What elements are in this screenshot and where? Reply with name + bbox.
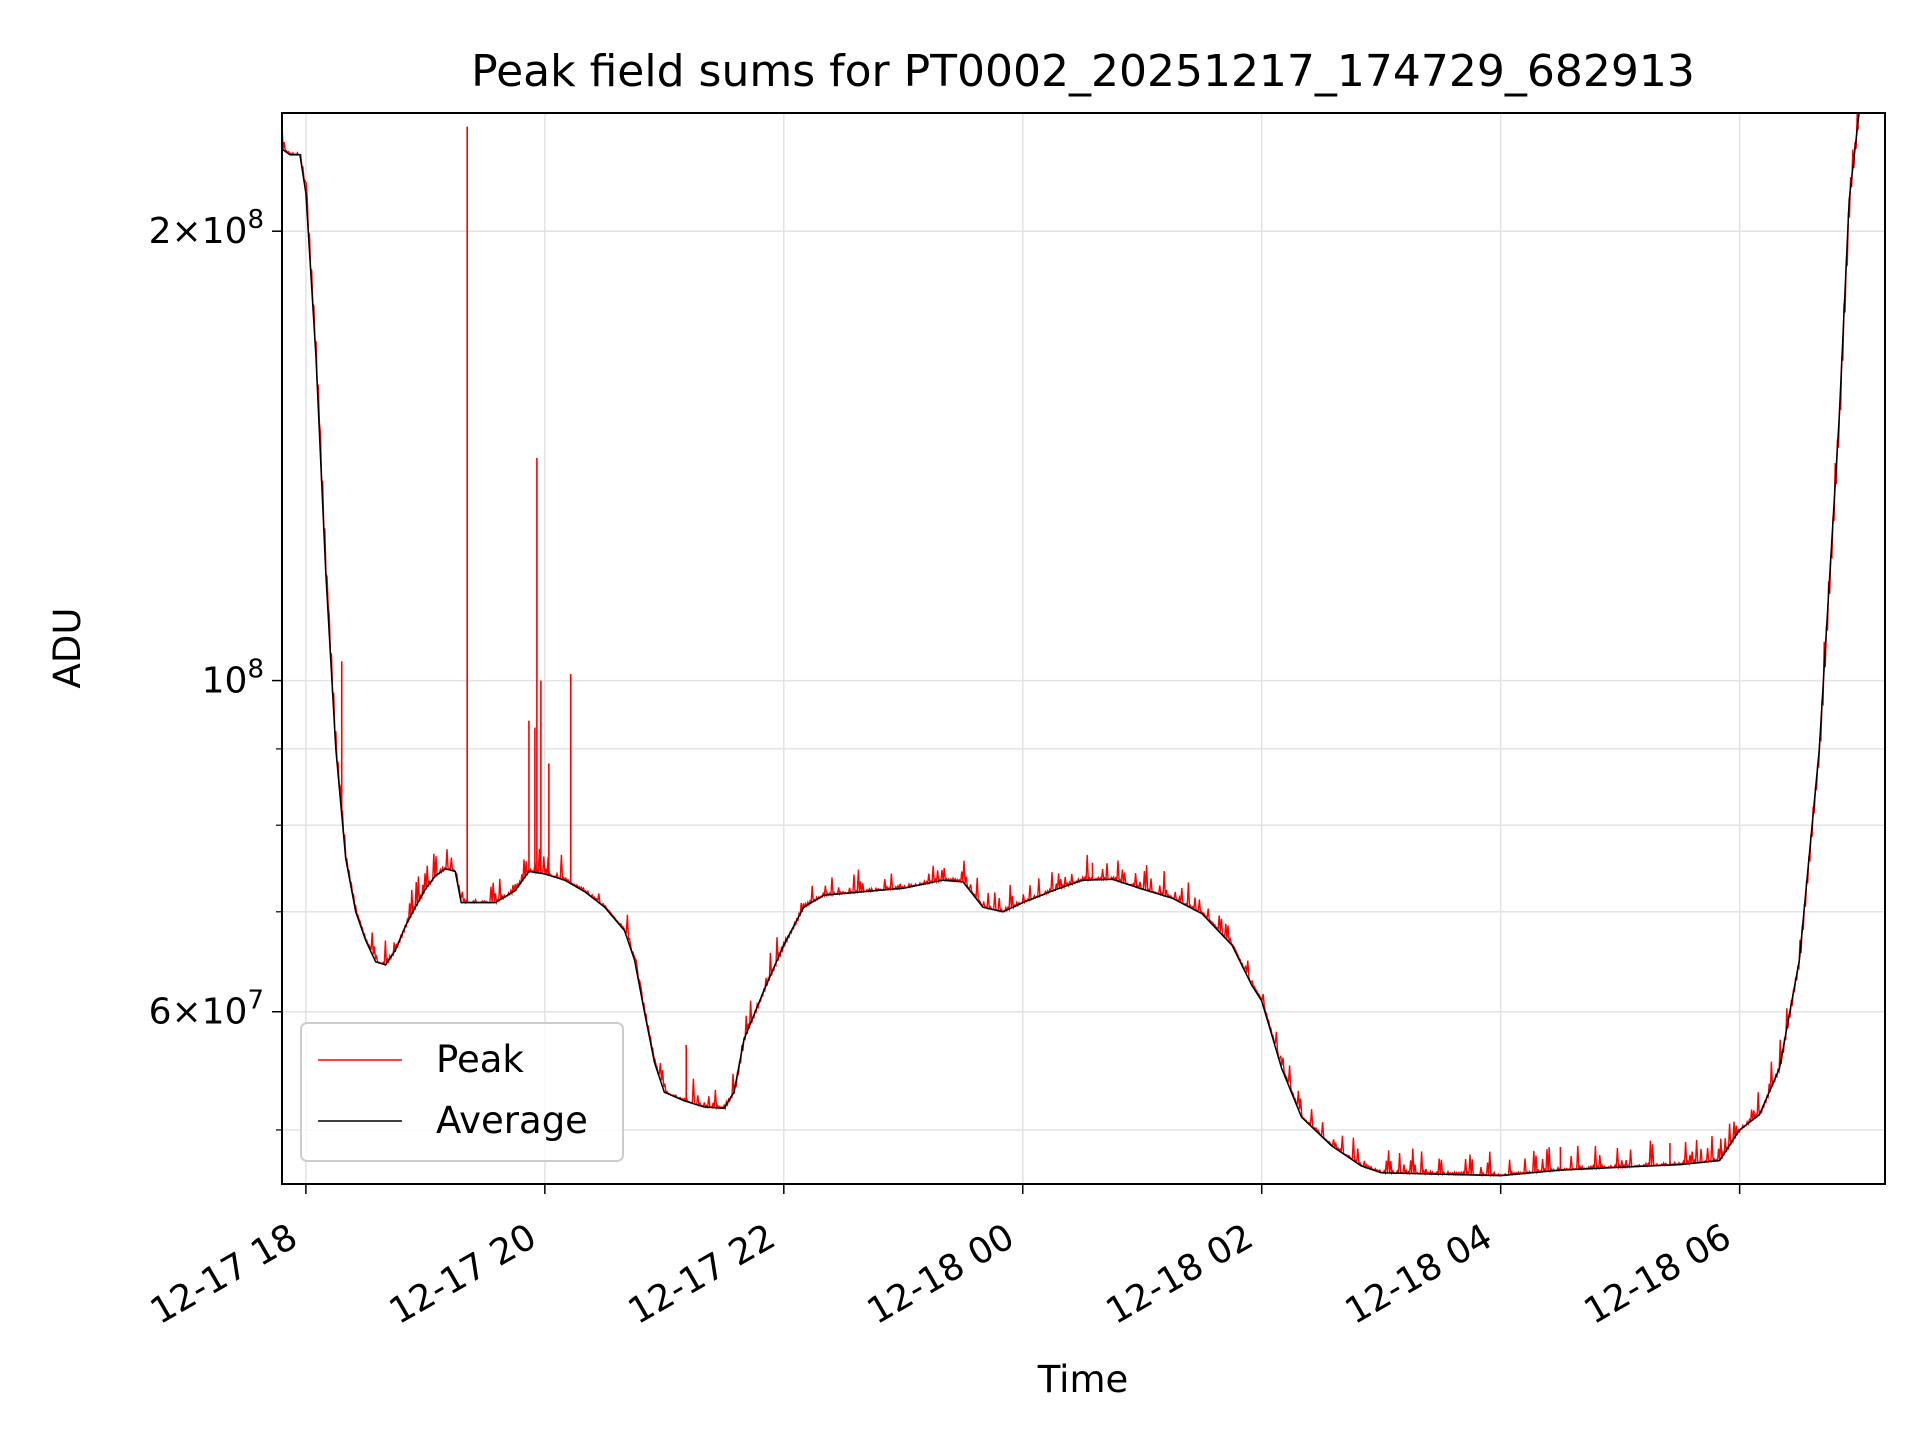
y-tick-label: 6×107 xyxy=(149,986,264,1033)
axes-frame xyxy=(281,112,1886,1185)
y-axis-label: ADU xyxy=(46,608,89,689)
peak-series-line xyxy=(282,113,1859,1178)
chart-title: Peak field sums for PT0002_20251217_1747… xyxy=(471,46,1695,97)
x-axis-label: Time xyxy=(1037,1358,1129,1401)
legend-box xyxy=(300,1022,624,1162)
y-tick-label: 2×108 xyxy=(149,205,264,252)
legend-average-label: Average xyxy=(436,1099,588,1142)
plot-area xyxy=(282,113,1860,1178)
legend-peak-label: Peak xyxy=(436,1038,524,1081)
legend: Peak Average xyxy=(300,1022,624,1162)
average-series-line xyxy=(282,113,1860,1177)
y-tick-label: 108 xyxy=(202,655,264,702)
